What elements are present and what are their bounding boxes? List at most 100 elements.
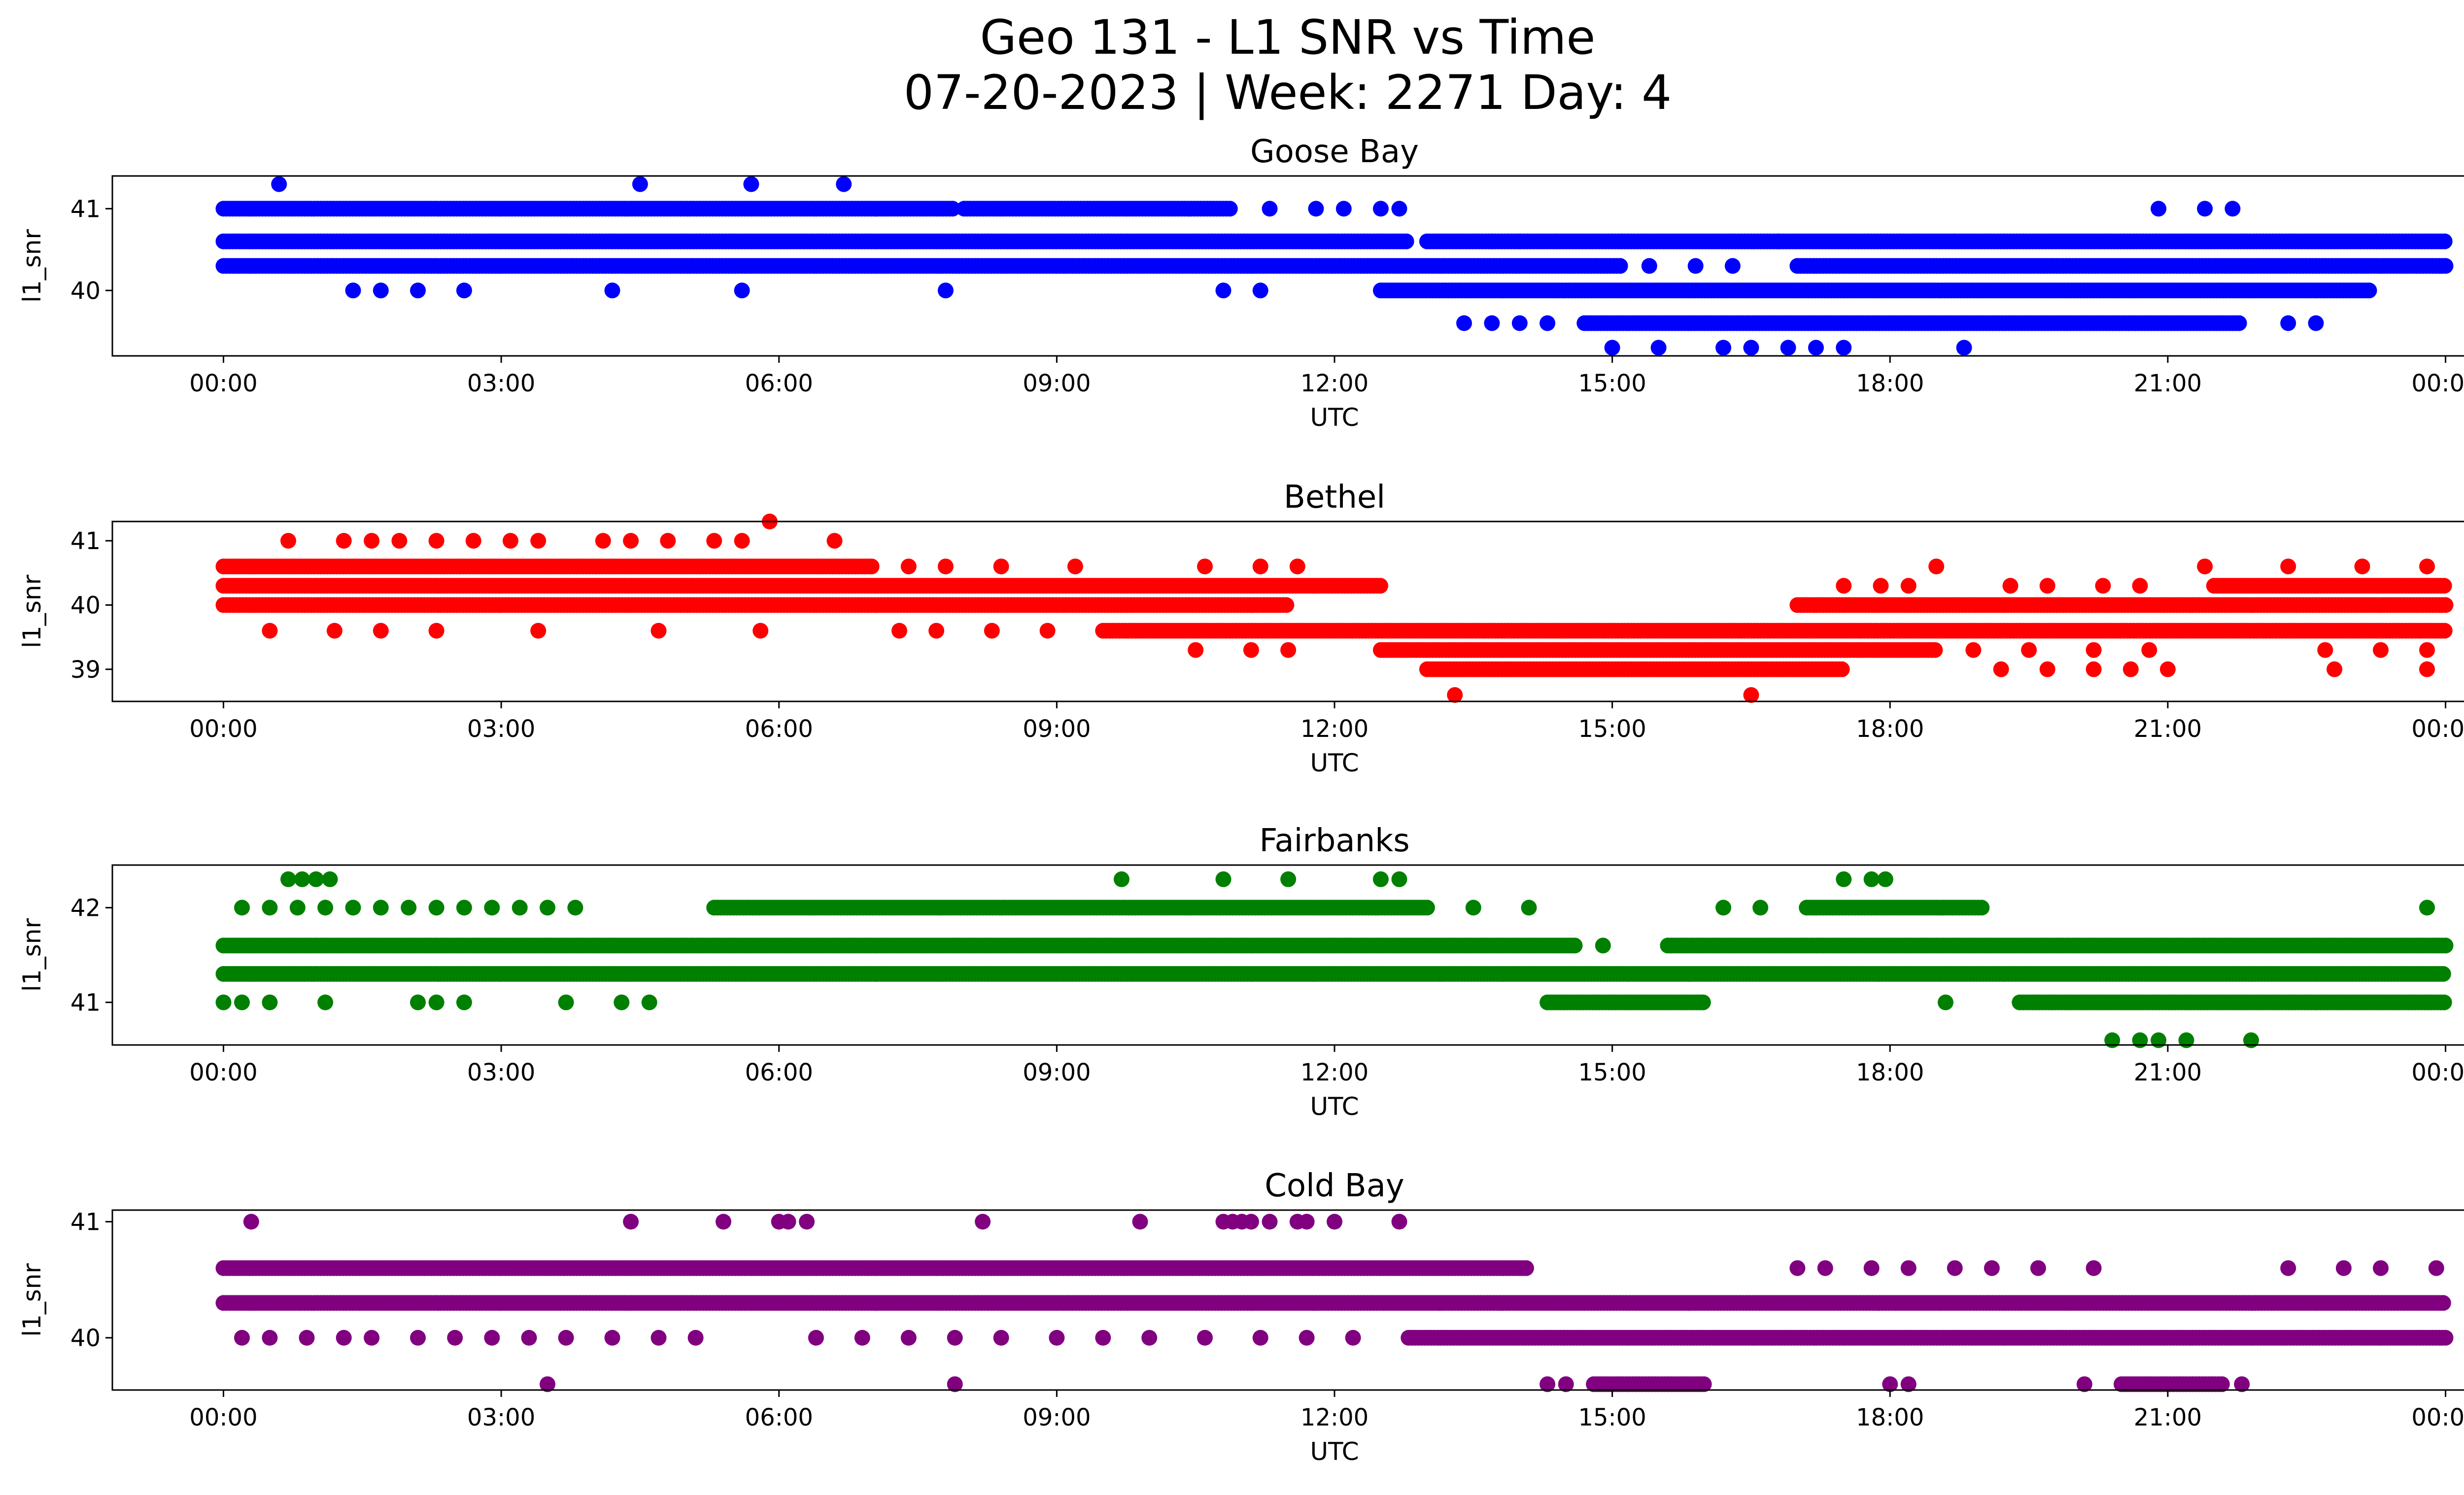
data-point [1808,340,1824,356]
x-tick-label: 15:00 [1578,715,1646,743]
data-point [1484,315,1500,331]
data-point [428,623,445,639]
data-point [1188,642,1204,658]
data-point [2436,233,2453,249]
data-point [2039,661,2055,677]
data-point [2436,623,2453,639]
x-tick-label: 09:00 [1023,715,1091,743]
data-point [1278,597,1295,613]
data-point [1965,642,1982,658]
data-point [1391,201,1407,217]
x-tick-label: 00:00 [2411,715,2464,743]
data-point [928,623,945,639]
data-point [2419,661,2435,677]
x-tick-label: 06:00 [745,370,813,397]
x-tick-label: 15:00 [1578,370,1646,397]
data-point [262,623,278,639]
x-axis-label: UTC [1310,403,1359,432]
data-point [2197,201,2213,217]
data-point [271,176,287,192]
x-axis-label: UTC [1310,749,1359,777]
data-point [2021,642,2037,658]
x-tick-label: 21:00 [2134,370,2202,397]
data-point [280,533,296,549]
x-tick-label: 00:00 [189,370,257,397]
x-tick-label: 21:00 [2134,715,2202,743]
data-points [215,176,2454,356]
data-point [1280,642,1297,658]
data-point [1928,558,1945,575]
data-point [2122,661,2139,677]
x-tick-label: 00:00 [189,715,257,743]
data-point [2151,201,2167,217]
data-point [428,533,445,549]
data-point [1308,201,1324,217]
data-point [373,623,389,639]
data-point [345,282,361,299]
data-point [2141,642,2157,658]
data-point [1836,578,1852,594]
data-point [1612,258,1628,274]
data-point [863,558,880,575]
data-point [2197,558,2213,575]
data-point [2086,661,2102,677]
data-point [1252,282,1268,299]
data-point [326,623,342,639]
figure-title-line-1: Geo 131 - L1 SNR vs Time [980,10,1596,65]
data-point [650,623,667,639]
data-point [1567,938,1583,954]
data-point [364,533,380,549]
data-point [2437,597,2454,613]
subplot-title: Fairbanks [1259,823,1409,859]
data-point [2095,578,2111,594]
data-point [465,533,481,549]
data-point [1484,233,1500,249]
data-point [2280,315,2296,331]
data-point [1947,233,1963,249]
data-point [1834,661,1850,677]
data-point [2436,578,2452,594]
data-point [900,558,917,575]
data-point [595,533,611,549]
data-point [1927,642,1943,658]
x-tick-label: 00:00 [2411,370,2464,397]
data-point [1289,558,1305,575]
x-tick-label: 09:00 [1023,370,1091,397]
data-point [2002,578,2019,594]
y-tick-label: 40 [70,277,101,305]
data-point [1956,340,1972,356]
data-point [706,533,722,549]
data-point [1398,233,1414,249]
data-point [1900,578,1916,594]
data-point [2086,642,2102,658]
data-point [1540,315,1556,331]
data-point [1836,340,1852,356]
data-point [937,558,954,575]
data-point [993,558,1009,575]
data-point [1993,661,2009,677]
subplot-title: Goose Bay [1250,134,1419,170]
data-point [456,282,472,299]
data-point [2159,661,2176,677]
data-point [945,201,960,217]
data-point [1262,201,1278,217]
data-point [984,623,1000,639]
subplot-title: Bethel [1284,479,1385,516]
data-point [2361,282,2377,299]
data-point [336,533,352,549]
data-point [753,623,769,639]
x-tick-label: 12:00 [1300,715,1369,743]
data-point [2419,558,2435,575]
data-point [2308,315,2324,331]
data-point [1335,201,1352,217]
data-point [2373,642,2389,658]
data-point [391,533,408,549]
data-point [1873,578,1889,594]
data-point [1039,623,1056,639]
data-point [1243,642,1259,658]
